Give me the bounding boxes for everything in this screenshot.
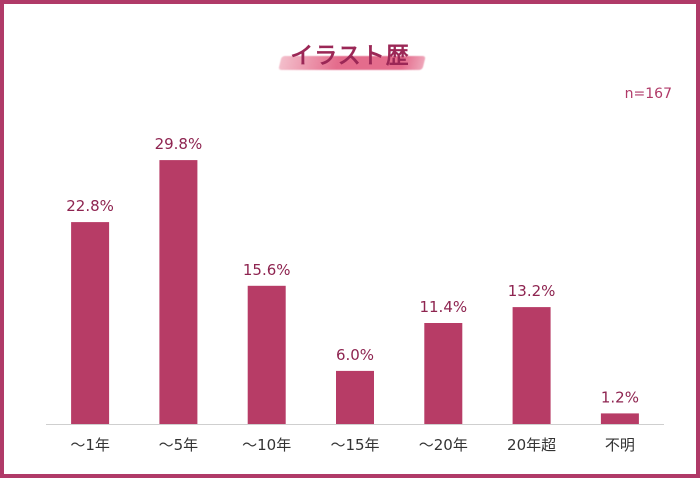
- value-label-1: 29.8%: [155, 135, 203, 153]
- category-label-5: 20年超: [507, 436, 556, 454]
- value-label-0: 22.8%: [66, 197, 114, 215]
- value-label-3: 6.0%: [336, 346, 374, 364]
- bar-4: [424, 323, 463, 424]
- category-label-1: ～5年: [159, 436, 199, 454]
- bar-2: [247, 285, 286, 424]
- value-label-6: 1.2%: [601, 388, 639, 406]
- value-label-4: 11.4%: [419, 298, 467, 316]
- category-label-0: ～1年: [70, 436, 110, 454]
- chart-title-block: イラスト歴: [270, 32, 430, 76]
- bar-5: [512, 307, 551, 424]
- bar-6: [600, 413, 639, 424]
- bar-3: [336, 370, 374, 424]
- value-label-5: 13.2%: [508, 282, 556, 300]
- value-label-2: 15.6%: [243, 261, 291, 279]
- category-label-3: ～15年: [330, 436, 379, 454]
- category-labels-group: ～1年 ～5年 ～10年 ～15年 ～20年 20年超 不明: [70, 436, 635, 454]
- bar-1: [159, 160, 198, 424]
- category-label-4: ～20年: [419, 436, 468, 454]
- bars-group: [71, 160, 639, 424]
- bar-0: [71, 222, 110, 424]
- category-label-2: ～10年: [242, 436, 291, 454]
- chart-title: イラスト歴: [290, 43, 410, 69]
- value-labels-group: 22.8% 29.8% 15.6% 6.0% 11.4% 13.2% 1.2%: [66, 135, 639, 406]
- category-label-6: 不明: [605, 436, 635, 454]
- sample-size-label: n=167: [624, 86, 672, 102]
